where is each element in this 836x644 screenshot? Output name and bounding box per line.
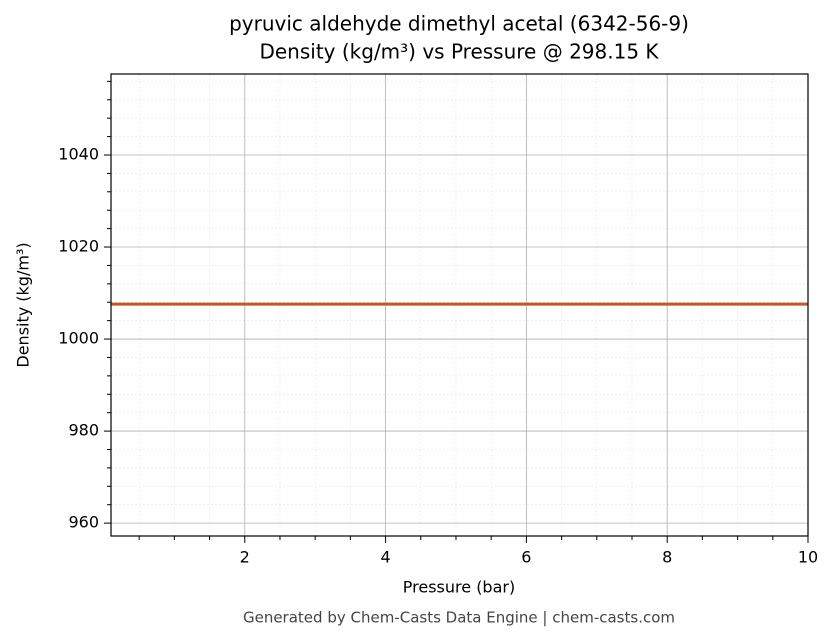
y-tick-label: 960 [68, 513, 99, 532]
chart-title: pyruvic aldehyde dimethyl acetal (6342-5… [229, 12, 689, 36]
x-tick-label: 6 [521, 548, 531, 567]
y-tick-label: 980 [68, 421, 99, 440]
y-axis-label: Density (kg/m³) [14, 242, 33, 367]
chart-subtitle: Density (kg/m³) vs Pressure @ 298.15 K [259, 40, 659, 64]
x-tick-label: 2 [240, 548, 250, 567]
x-tick-label: 10 [798, 548, 818, 567]
x-axis-label: Pressure (bar) [403, 578, 515, 597]
y-tick-label: 1040 [58, 144, 99, 163]
x-tick-label: 8 [662, 548, 672, 567]
x-tick-label: 4 [380, 548, 390, 567]
plot-frame [110, 73, 809, 537]
footer: Generated by Chem-Casts Data Engine | ch… [243, 609, 675, 627]
y-tick-label: 1000 [58, 329, 99, 348]
y-tick-label: 1020 [58, 237, 99, 256]
